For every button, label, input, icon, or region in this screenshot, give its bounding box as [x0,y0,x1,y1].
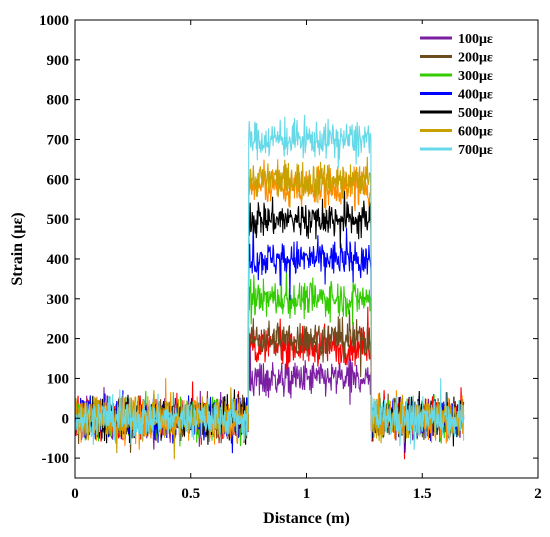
y-axis-label: Strain (με) [9,212,26,285]
legend-label: 600με [458,125,493,140]
legend-label: 500με [458,106,493,121]
x-tick-label: 0 [71,486,79,502]
x-tick-label: 1 [303,486,311,502]
y-tick-label: 700 [47,132,70,148]
axes: 0 0.5 1 1.5 2 -100 0 100 200 300 400 500 600 700 800 90… [39,13,542,502]
y-tick-label: 500 [47,212,70,228]
y-tick-label: 400 [47,252,70,268]
y-tick-label: 100 [47,371,70,387]
y-tick-label: -100 [42,451,70,467]
series-line-700 [75,114,465,450]
legend-label: 300με [458,69,493,84]
legend-label: 100με [458,32,493,47]
legend-label: 700με [458,143,493,158]
x-axis-label: Distance (m) [263,510,350,527]
y-tick-label: 200 [47,332,70,348]
y-tick-label: 900 [47,53,70,69]
y-tick-label: 600 [47,172,70,188]
legend-label: 400με [458,88,493,103]
y-tick-label: 0 [62,411,70,427]
x-tick-label: 0.5 [181,486,200,502]
plot-area [75,114,465,460]
x-tick-label: 1.5 [413,486,432,502]
legend: 100με 200με 300με 400με 500με 600με 700με [414,24,524,164]
y-tick-label: 300 [47,292,70,308]
legend-label: 200με [458,51,493,66]
x-tick-label: 2 [534,486,542,502]
y-tick-label: 1000 [39,13,69,29]
y-tick-label: 800 [47,93,70,109]
